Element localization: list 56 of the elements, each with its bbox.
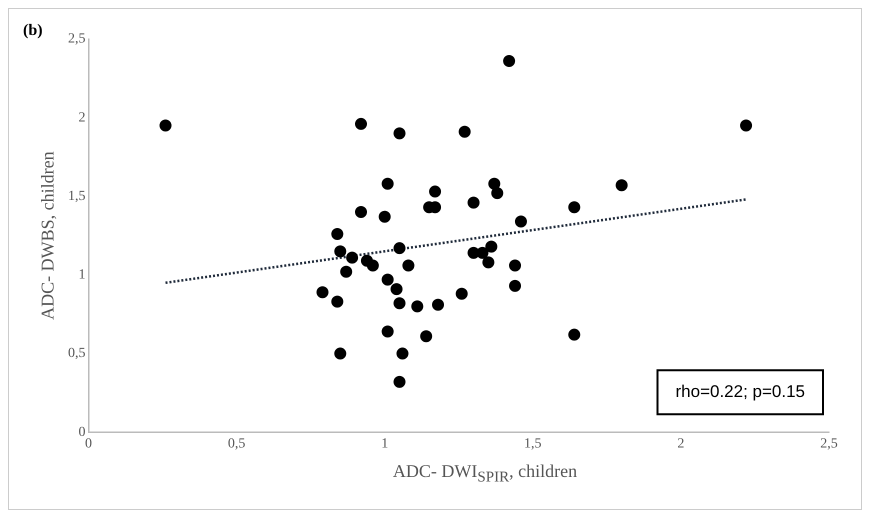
point <box>509 280 522 292</box>
point <box>420 330 432 342</box>
point <box>366 259 379 272</box>
point <box>331 296 344 308</box>
point <box>396 348 408 360</box>
point <box>390 283 403 296</box>
point <box>334 348 346 360</box>
point <box>346 252 358 264</box>
point <box>394 297 406 310</box>
point <box>411 300 424 312</box>
point <box>456 288 468 300</box>
point <box>378 210 391 223</box>
x-tick-label: 2,5 <box>820 436 838 452</box>
point <box>458 126 471 138</box>
point <box>340 266 352 278</box>
point <box>568 201 580 214</box>
point <box>509 259 522 272</box>
point <box>355 206 368 218</box>
point <box>432 298 444 311</box>
x-axis-title: ADC- DWI$_{SPIR}$, children <box>392 461 578 487</box>
point <box>616 179 628 192</box>
point <box>382 178 394 190</box>
point <box>394 127 406 140</box>
x-tick-label: 1,5 <box>524 436 542 452</box>
x-tick-label: 0,5 <box>228 436 246 452</box>
y-axis-title: ADC- DWBS, children <box>38 151 58 320</box>
x-tick-label: 1 <box>381 436 388 452</box>
point <box>394 376 406 388</box>
point <box>491 187 504 200</box>
point <box>568 328 580 341</box>
point <box>334 245 346 258</box>
annotation: rho=0.22; p=0.15 <box>675 382 806 401</box>
point <box>488 178 500 190</box>
point <box>514 215 527 228</box>
point <box>468 196 480 209</box>
point <box>160 120 172 132</box>
y-tick-label: 2,5 <box>68 32 86 47</box>
point <box>482 256 494 268</box>
text: (b) <box>23 22 43 40</box>
point <box>394 242 406 254</box>
point <box>382 326 394 338</box>
point <box>402 259 414 272</box>
point <box>355 118 368 130</box>
point <box>331 228 344 240</box>
y-tick-label: 0,5 <box>68 346 86 362</box>
point <box>316 286 328 298</box>
y-tick-label: 0 <box>78 424 86 440</box>
point <box>503 55 516 68</box>
point <box>485 240 498 253</box>
y-tick-label: 1 <box>78 268 86 283</box>
y-tick-label: 2 <box>78 110 86 126</box>
y-tick-label: 1,5 <box>68 188 86 204</box>
x-tick-label: 2 <box>677 436 684 452</box>
point <box>740 120 752 132</box>
point <box>382 274 394 286</box>
point <box>429 186 442 198</box>
